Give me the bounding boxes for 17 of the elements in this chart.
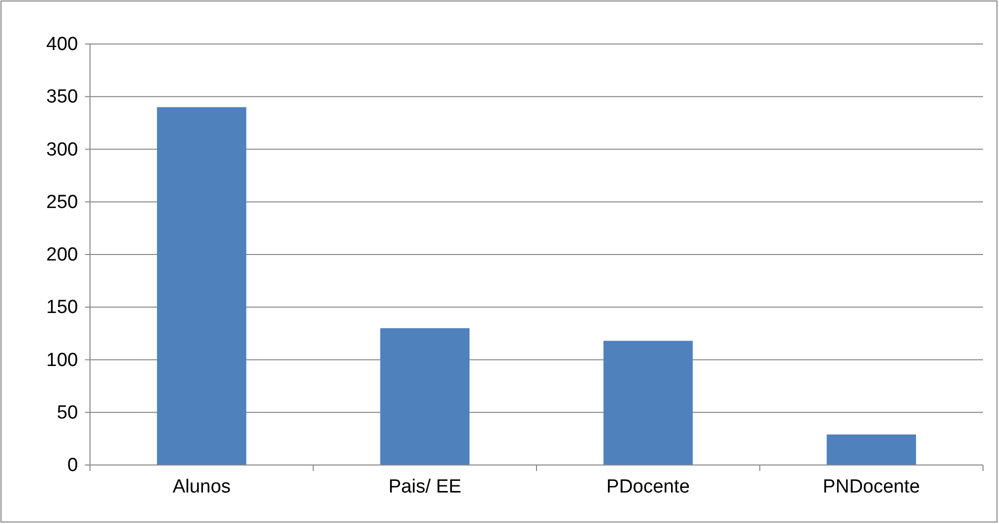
x-tick-label: Pais/ EE bbox=[388, 476, 462, 498]
y-tick-label: 200 bbox=[46, 244, 78, 266]
y-tick-label: 50 bbox=[56, 402, 78, 424]
y-tick-label: 150 bbox=[46, 297, 78, 318]
y-tick-label: 350 bbox=[46, 86, 78, 108]
x-tick-label: Alunos bbox=[172, 476, 231, 498]
y-tick-label: 250 bbox=[46, 192, 78, 213]
bar bbox=[603, 340, 693, 465]
bar bbox=[156, 107, 246, 465]
x-tick-label: PNDocente bbox=[822, 476, 920, 498]
bar bbox=[380, 328, 470, 465]
y-tick-label: 0 bbox=[67, 455, 78, 476]
y-tick-label: 300 bbox=[46, 139, 78, 160]
y-tick-label: 400 bbox=[46, 34, 78, 56]
bar bbox=[826, 434, 916, 465]
y-tick-label: 100 bbox=[46, 350, 78, 371]
x-tick-label: PDocente bbox=[606, 476, 690, 498]
